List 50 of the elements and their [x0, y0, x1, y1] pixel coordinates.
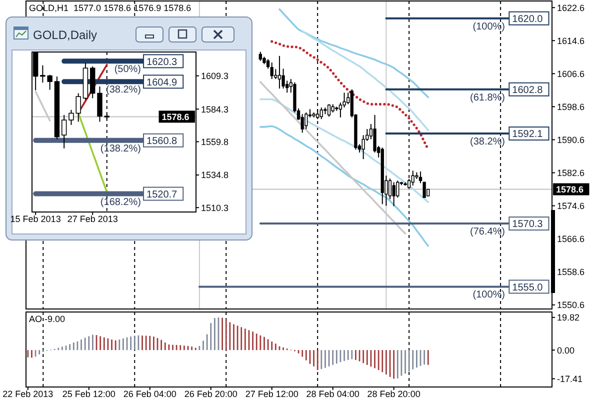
series-label: 1620.0 — [512, 14, 544, 25]
y-tick-label: 1534.8 — [201, 170, 229, 180]
y-tick-label: 1566.6 — [557, 234, 585, 244]
chart-title: AO -9.00 — [29, 314, 66, 324]
x-tick-label: 15 Feb 2013 — [10, 214, 61, 224]
y-tick-label: 1622.6 — [557, 2, 585, 13]
x-tick-label: 28 Feb 04:00 — [306, 389, 360, 399]
annotation: (168.2%) — [100, 196, 141, 208]
y-tick-label: 1550.6 — [557, 300, 585, 310]
y-tick-label: 1574.6 — [557, 200, 585, 211]
ref-line-label: 1578.6 — [556, 184, 584, 195]
annotation: (38.2%) — [106, 84, 141, 96]
y-tick-label: 1559.8 — [201, 136, 229, 147]
ref-line-label: 1578.6 — [162, 112, 190, 122]
chart-title: GOLD,H1 1577.0 1578.6 1576.9 1578.6 — [29, 3, 192, 13]
series-label: 1570.3 — [512, 219, 544, 230]
series-label: 1592.1 — [512, 129, 544, 140]
annotation: (100%) — [472, 21, 505, 32]
y-tick-label: 1590.6 — [557, 134, 585, 145]
x-tick-label: 26 Feb 04:00 — [123, 389, 176, 399]
y-tick-label: 1598.6 — [557, 102, 585, 112]
y-tick-label: 1558.6 — [557, 267, 585, 278]
y-tick-label: -17.41 — [557, 374, 583, 384]
annotation: (138.2%) — [100, 143, 141, 154]
annotation: (38.2%) — [470, 136, 505, 148]
y-tick-label: 1582.6 — [557, 168, 585, 178]
y-tick-label: 1606.6 — [557, 68, 585, 79]
x-tick-label: 28 Feb 20:00 — [367, 389, 420, 399]
y-tick-label: 1609.3 — [201, 71, 229, 82]
series-label: 1620.3 — [146, 56, 178, 68]
x-tick-label: 26 Feb 20:00 — [184, 389, 238, 399]
y-tick-label: 19.82 — [557, 312, 580, 323]
x-tick-label: 25 Feb 12:00 — [62, 389, 116, 399]
annotation: (76.4%) — [470, 226, 505, 238]
annotation: (50%) — [114, 64, 141, 76]
annotation: (100%) — [472, 290, 505, 301]
y-tick-label: 1510.3 — [201, 202, 229, 213]
y-tick-label: 1584.3 — [201, 104, 229, 114]
series-label: 1602.8 — [512, 84, 544, 96]
series-label: 1560.8 — [146, 136, 178, 147]
x-tick-label: 22 Feb 2013 — [2, 389, 54, 399]
x-tick-label: 27 Feb 12:00 — [245, 389, 298, 399]
series-label: 1520.7 — [146, 189, 178, 200]
series-label: 1555.0 — [512, 282, 544, 294]
annotation: (61.8%) — [470, 92, 505, 104]
x-tick-label: 27 Feb 2013 — [67, 214, 118, 224]
legend-label: 1604.9 — [146, 77, 178, 88]
chart-title: GOLD,Daily — [33, 28, 98, 42]
y-tick-label: 1614.6 — [557, 36, 585, 46]
y-tick-label: 0.00 — [557, 345, 575, 356]
